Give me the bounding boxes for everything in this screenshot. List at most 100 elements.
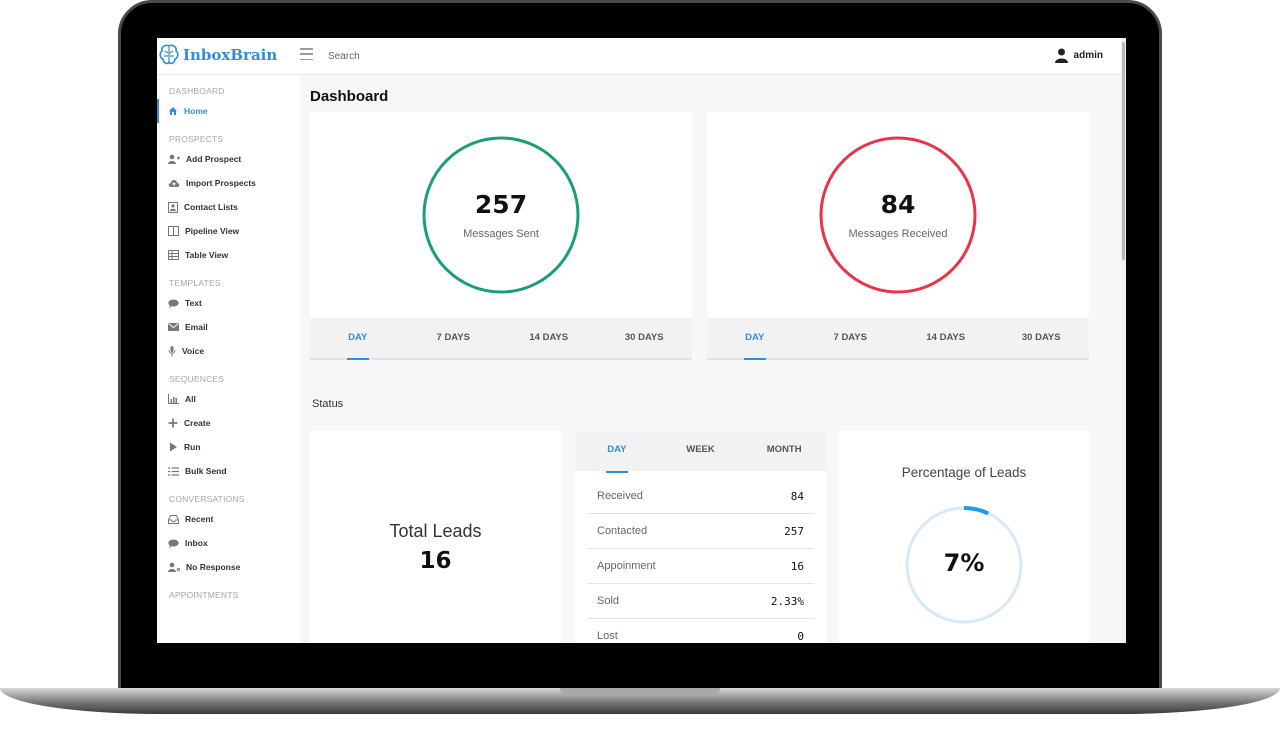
percentage-title: Percentage of Leads — [901, 465, 1027, 480]
messages-sent-label: Messages Sent — [463, 228, 539, 240]
stat-name: Sold — [597, 595, 620, 607]
status-period-tabs: DAY WEEK MONTH — [575, 431, 826, 473]
sidebar-item-inbox[interactable]: Inbox — [157, 531, 300, 555]
sidebar-item-add-prospect[interactable]: Add Prospect — [157, 147, 300, 171]
brain-icon — [159, 44, 179, 65]
stat-name: Lost — [597, 630, 618, 642]
sidebar-section-conversations: CONVERSATIONS — [169, 494, 245, 504]
tab-day[interactable]: DAY — [707, 318, 803, 360]
app-name: InboxBrain — [183, 46, 278, 64]
laptop-notch — [560, 688, 720, 696]
sidebar-section-appointments: APPOINTMENTS — [169, 590, 239, 600]
search-input[interactable] — [328, 47, 628, 65]
tab-14-days[interactable]: 14 DAYS — [926, 332, 966, 343]
stat-row: Appoinment 16 — [587, 549, 814, 584]
sidebar-item-all[interactable]: All — [157, 387, 300, 411]
sidebar-item-create[interactable]: Create — [157, 411, 300, 435]
cloud-upload-icon — [168, 180, 180, 187]
plus-icon — [168, 418, 178, 428]
play-icon — [170, 442, 177, 452]
stat-row: Lost 0 — [587, 619, 814, 643]
stat-row: Sold 2.33% — [587, 584, 814, 619]
sidebar: DASHBOARD Home PROSPECTS Add Prospect Im… — [157, 75, 300, 643]
sidebar-item-no-response[interactable]: No Response — [157, 555, 300, 579]
stat-value: 16 — [790, 559, 804, 573]
tab-day[interactable]: DAY — [310, 318, 406, 360]
sidebar-item-voice[interactable]: Voice — [157, 339, 300, 363]
status-heading: Status — [312, 398, 344, 410]
list-icon — [168, 466, 179, 476]
total-leads-card: Total Leads 16 — [310, 431, 561, 643]
scrollbar-thumb[interactable] — [1122, 42, 1125, 260]
sidebar-section-prospects: PROSPECTS — [169, 134, 224, 144]
sidebar-item-pipeline-view[interactable]: Pipeline View — [157, 219, 300, 243]
tab-30-days[interactable]: 30 DAYS — [624, 332, 664, 343]
messages-received-value: 84 — [880, 190, 916, 219]
tab-14-days[interactable]: 14 DAYS — [529, 332, 569, 343]
messages-received-range-tabs: DAY 7 DAYS 14 DAYS 30 DAYS — [707, 318, 1089, 360]
stat-name: Received — [597, 490, 643, 502]
home-icon — [169, 107, 177, 115]
sidebar-item-bulk-send[interactable]: Bulk Send — [157, 459, 300, 483]
table-icon — [168, 250, 179, 260]
tab-week[interactable]: WEEK — [686, 444, 715, 455]
user-icon — [1054, 48, 1068, 63]
username: admin — [1073, 50, 1103, 61]
stat-name: Contacted — [597, 525, 648, 537]
sidebar-item-run[interactable]: Run — [157, 435, 300, 459]
tab-7-days[interactable]: 7 DAYS — [833, 332, 867, 343]
messages-sent-range-tabs: DAY 7 DAYS 14 DAYS 30 DAYS — [310, 318, 692, 360]
percentage-of-leads-card: Percentage of Leads 7% — [839, 431, 1089, 643]
inbox-tray-icon — [168, 514, 179, 524]
messages-sent-card: 257 Messages Sent DAY 7 DAYS 14 DAYS 30 … — [310, 112, 692, 360]
logo[interactable]: InboxBrain — [159, 44, 277, 66]
contact-card-icon — [168, 201, 178, 213]
envelope-icon — [168, 323, 179, 331]
messages-sent-ring — [422, 136, 580, 294]
stat-value: 84 — [790, 489, 804, 503]
chat-bubble-icon — [168, 539, 179, 548]
stat-value: 257 — [784, 524, 804, 538]
tab-30-days[interactable]: 30 DAYS — [1021, 332, 1061, 343]
sidebar-item-table-view[interactable]: Table View — [157, 243, 300, 267]
sidebar-item-recent[interactable]: Recent — [157, 507, 300, 531]
messages-received-label: Messages Received — [848, 228, 948, 240]
microphone-icon — [168, 345, 176, 356]
chat-icon — [168, 299, 179, 308]
stat-value: 0 — [797, 629, 804, 643]
total-leads-title: Total Leads — [389, 521, 482, 541]
gauge-progress — [905, 506, 1023, 624]
percentage-value: 7% — [943, 549, 985, 577]
messages-sent-value: 257 — [474, 190, 528, 219]
stat-row: Contacted 257 — [587, 514, 814, 549]
sidebar-item-import-prospects[interactable]: Import Prospects — [157, 171, 300, 195]
messages-received-card: 84 Messages Received DAY 7 DAYS 14 DAYS … — [707, 112, 1089, 360]
messages-received-ring — [819, 136, 977, 294]
user-x-icon — [168, 562, 180, 572]
stat-row: Received 84 — [587, 479, 814, 514]
stat-name: Appoinment — [597, 560, 656, 572]
user-menu[interactable]: admin — [1054, 48, 1103, 63]
stat-value: 2.33% — [770, 594, 804, 608]
app-screen: InboxBrain admin DASHBOARD Home PROSPECT… — [157, 38, 1126, 643]
total-leads-value: 16 — [419, 548, 452, 574]
tab-month[interactable]: MONTH — [766, 444, 802, 455]
percentage-gauge — [905, 506, 1023, 624]
columns-icon — [168, 226, 179, 236]
sidebar-section-dashboard: DASHBOARD — [169, 86, 225, 96]
menu-toggle-icon[interactable] — [300, 48, 313, 60]
bar-chart-icon — [168, 394, 179, 404]
status-stats-card: DAY WEEK MONTH Received 84 Contacted 257… — [575, 431, 826, 643]
sidebar-item-email[interactable]: Email — [157, 315, 300, 339]
sidebar-item-text[interactable]: Text — [157, 291, 300, 315]
tab-7-days[interactable]: 7 DAYS — [436, 332, 470, 343]
sidebar-section-templates: TEMPLATES — [169, 278, 221, 288]
scrollbar[interactable] — [1121, 38, 1126, 643]
sidebar-item-home[interactable]: Home — [157, 99, 300, 123]
add-user-icon — [168, 154, 180, 164]
tab-day[interactable]: DAY — [575, 431, 659, 473]
sidebar-section-sequences: SEQUENCES — [169, 374, 225, 384]
sidebar-item-contact-lists[interactable]: Contact Lists — [157, 195, 300, 219]
page-title: Dashboard — [310, 88, 389, 105]
top-bar: InboxBrain admin — [157, 38, 1126, 75]
